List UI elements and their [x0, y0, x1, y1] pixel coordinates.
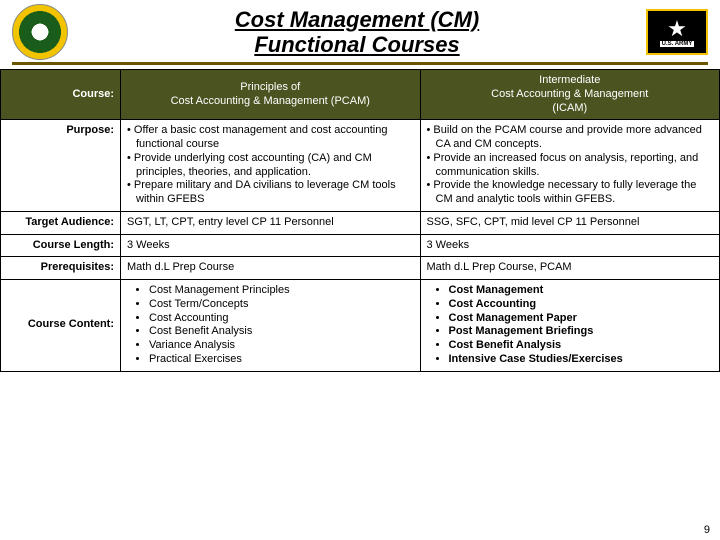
- list-item: Variance Analysis: [149, 339, 414, 353]
- table-header-row: Course: Principles of Cost Accounting & …: [1, 70, 720, 120]
- comparison-table: Course: Principles of Cost Accounting & …: [0, 69, 720, 372]
- col1-header: Principles of Cost Accounting & Manageme…: [121, 70, 421, 120]
- row-label-course: Course:: [1, 70, 121, 120]
- row-label-audience: Target Audience:: [1, 211, 121, 234]
- row-label-prereq: Prerequisites:: [1, 257, 121, 280]
- list-item: Cost Benefit Analysis: [149, 325, 414, 339]
- col2-length: 3 Weeks: [420, 234, 720, 257]
- list-item: Cost Accounting: [149, 312, 414, 326]
- title-line1: Cost Management (CM): [235, 7, 479, 32]
- army-label: U.S. ARMY: [660, 41, 695, 47]
- list-item: Cost Accounting: [449, 298, 714, 312]
- list-item: Cost Benefit Analysis: [449, 339, 714, 353]
- row-label-purpose: Purpose:: [1, 120, 121, 212]
- list-item: Provide an increased focus on analysis, …: [427, 152, 714, 180]
- list-item: Build on the PCAM course and provide mor…: [427, 124, 714, 152]
- col2-content: Cost ManagementCost AccountingCost Manag…: [420, 280, 720, 372]
- row-label-content: Course Content:: [1, 280, 121, 372]
- col2-purpose: Build on the PCAM course and provide mor…: [420, 120, 720, 212]
- list-item: Prepare military and DA civilians to lev…: [127, 179, 414, 207]
- col2-audience: SSG, SFC, CPT, mid level CP 11 Personnel: [420, 211, 720, 234]
- col2-header: Intermediate Cost Accounting & Managemen…: [420, 70, 720, 120]
- col1-prereq: Math d.L Prep Course: [121, 257, 421, 280]
- col1-audience: SGT, LT, CPT, entry level CP 11 Personne…: [121, 211, 421, 234]
- list-item: Provide underlying cost accounting (CA) …: [127, 152, 414, 180]
- list-item: Provide the knowledge necessary to fully…: [427, 179, 714, 207]
- title-line2: Functional Courses: [254, 32, 459, 57]
- table-row: Course Content: Cost Management Principl…: [1, 280, 720, 372]
- list-item: Practical Exercises: [149, 353, 414, 367]
- us-army-logo-icon: ★ U.S. ARMY: [646, 9, 708, 55]
- table-row: Purpose: Offer a basic cost management a…: [1, 120, 720, 212]
- title-block: Cost Management (CM) Functional Courses: [78, 7, 636, 58]
- list-item: Cost Management: [449, 284, 714, 298]
- col2-prereq: Math d.L Prep Course, PCAM: [420, 257, 720, 280]
- list-item: Cost Management Principles: [149, 284, 414, 298]
- gold-divider: [12, 62, 708, 65]
- col1-length: 3 Weeks: [121, 234, 421, 257]
- table-row: Course Length: 3 Weeks 3 Weeks: [1, 234, 720, 257]
- page-title: Cost Management (CM) Functional Courses: [78, 7, 636, 58]
- list-item: Offer a basic cost management and cost a…: [127, 124, 414, 152]
- col1-purpose: Offer a basic cost management and cost a…: [121, 120, 421, 212]
- list-item: Intensive Case Studies/Exercises: [449, 353, 714, 367]
- star-icon: ★: [667, 18, 687, 40]
- army-seal-icon: [12, 4, 68, 60]
- table-row: Target Audience: SGT, LT, CPT, entry lev…: [1, 211, 720, 234]
- list-item: Cost Term/Concepts: [149, 298, 414, 312]
- table-row: Prerequisites: Math d.L Prep Course Math…: [1, 257, 720, 280]
- list-item: Post Management Briefings: [449, 325, 714, 339]
- page-number: 9: [704, 524, 710, 536]
- slide-header: Cost Management (CM) Functional Courses …: [0, 0, 720, 62]
- col1-content: Cost Management PrinciplesCost Term/Conc…: [121, 280, 421, 372]
- list-item: Cost Management Paper: [449, 312, 714, 326]
- row-label-length: Course Length:: [1, 234, 121, 257]
